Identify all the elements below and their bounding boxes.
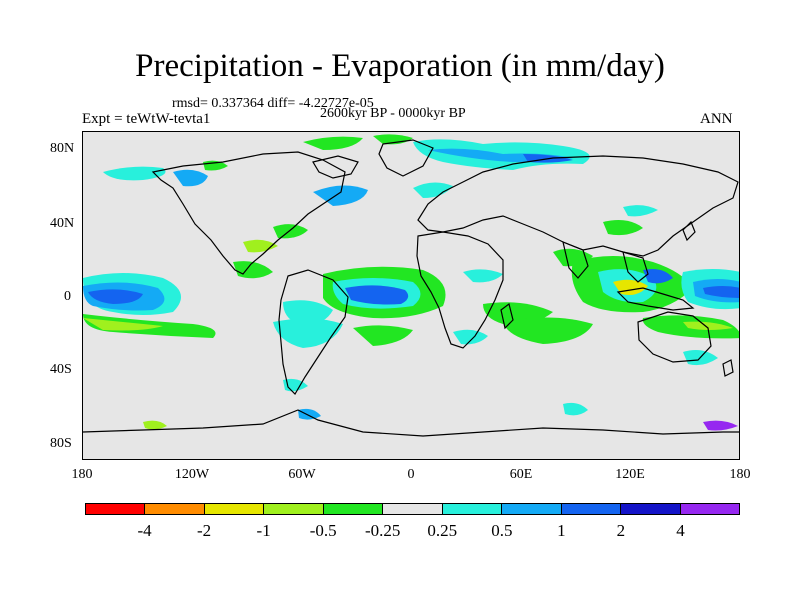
colorbar-label: 1 <box>557 521 566 540</box>
colorbar-label: -2 <box>196 521 212 540</box>
map-panel <box>82 131 740 460</box>
colorbar-label: -4 <box>137 521 152 540</box>
colorbar-segment <box>502 504 562 514</box>
y-tick-label: 80N <box>50 141 75 156</box>
x-tick-label: 120W <box>174 467 210 482</box>
x-tick-label: 180 <box>729 467 751 482</box>
anomaly-contours <box>83 134 739 431</box>
period-label: 2600kyr BP - 0000kyr BP <box>320 106 466 121</box>
x-tick-label: 60W <box>288 467 316 482</box>
y-tick-label: 40S <box>50 362 72 377</box>
y-tick-label: 80S <box>50 436 72 451</box>
plot-title: Precipitation - Evaporation (in mm/day) <box>135 48 665 84</box>
colorbar-label: -0.5 <box>309 521 337 540</box>
colorbar-label: -1 <box>256 521 271 540</box>
colorbar-label: -0.25 <box>365 521 401 540</box>
colorbar-segment <box>323 504 384 514</box>
x-tick-label: 180 <box>71 467 93 482</box>
colorbar <box>85 503 740 515</box>
pe-anomaly-map <box>83 132 739 459</box>
colorbar-segment <box>680 504 739 514</box>
colorbar-segment <box>264 504 324 514</box>
colorbar-segment <box>621 504 681 514</box>
x-tick-label: 120E <box>615 467 645 482</box>
colorbar-segment <box>561 504 622 514</box>
colorbar-segment <box>442 504 503 514</box>
colorbar-segment <box>86 504 146 514</box>
y-tick-label: 40N <box>50 216 75 231</box>
colorbar-label: 4 <box>676 521 685 540</box>
y-tick-label: 0 <box>64 289 71 304</box>
x-tick-label: 0 <box>407 467 415 482</box>
coastlines <box>83 139 739 437</box>
colorbar-segment <box>204 504 265 514</box>
colorbar-segment <box>383 504 443 514</box>
colorbar-label: 2 <box>616 521 626 540</box>
colorbar-label: 0.5 <box>491 521 513 540</box>
colorbar-segment <box>145 504 205 514</box>
colorbar-label: 0.25 <box>427 521 458 540</box>
season-label: ANN <box>700 111 733 127</box>
x-tick-label: 60E <box>509 467 533 482</box>
rmsd-diff-stats: rmsd= 0.337364 diff= -4.22727e-05 <box>172 96 374 111</box>
experiment-label: Expt = teWtW-tevta1 <box>82 111 211 127</box>
